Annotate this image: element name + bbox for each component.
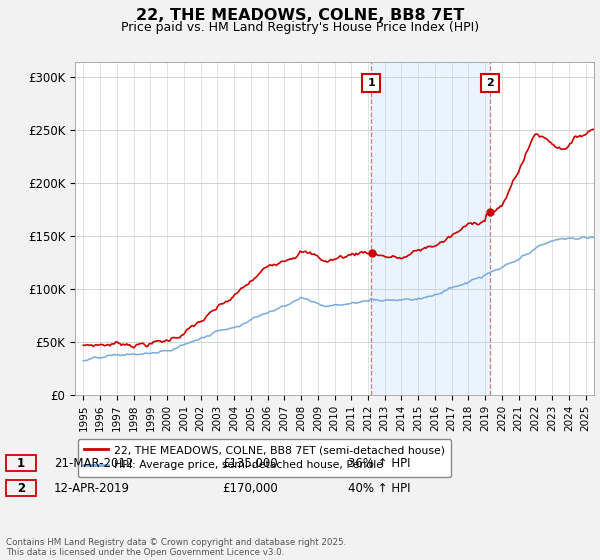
Legend: 22, THE MEADOWS, COLNE, BB8 7ET (semi-detached house), HPI: Average price, semi-: 22, THE MEADOWS, COLNE, BB8 7ET (semi-de… xyxy=(78,438,451,477)
Text: 1: 1 xyxy=(17,456,25,470)
Text: Contains HM Land Registry data © Crown copyright and database right 2025.
This d: Contains HM Land Registry data © Crown c… xyxy=(6,538,346,557)
Text: 2: 2 xyxy=(486,78,494,88)
Text: 36% ↑ HPI: 36% ↑ HPI xyxy=(348,456,410,470)
Text: 12-APR-2019: 12-APR-2019 xyxy=(54,482,130,495)
Text: 21-MAR-2012: 21-MAR-2012 xyxy=(54,456,133,470)
Text: Price paid vs. HM Land Registry's House Price Index (HPI): Price paid vs. HM Land Registry's House … xyxy=(121,21,479,34)
Bar xyxy=(371,62,490,395)
Text: £170,000: £170,000 xyxy=(222,482,278,495)
Text: 22, THE MEADOWS, COLNE, BB8 7ET: 22, THE MEADOWS, COLNE, BB8 7ET xyxy=(136,8,464,24)
Text: 2: 2 xyxy=(17,482,25,495)
Text: 1: 1 xyxy=(367,78,375,88)
Text: 40% ↑ HPI: 40% ↑ HPI xyxy=(348,482,410,495)
Text: £135,000: £135,000 xyxy=(222,456,278,470)
